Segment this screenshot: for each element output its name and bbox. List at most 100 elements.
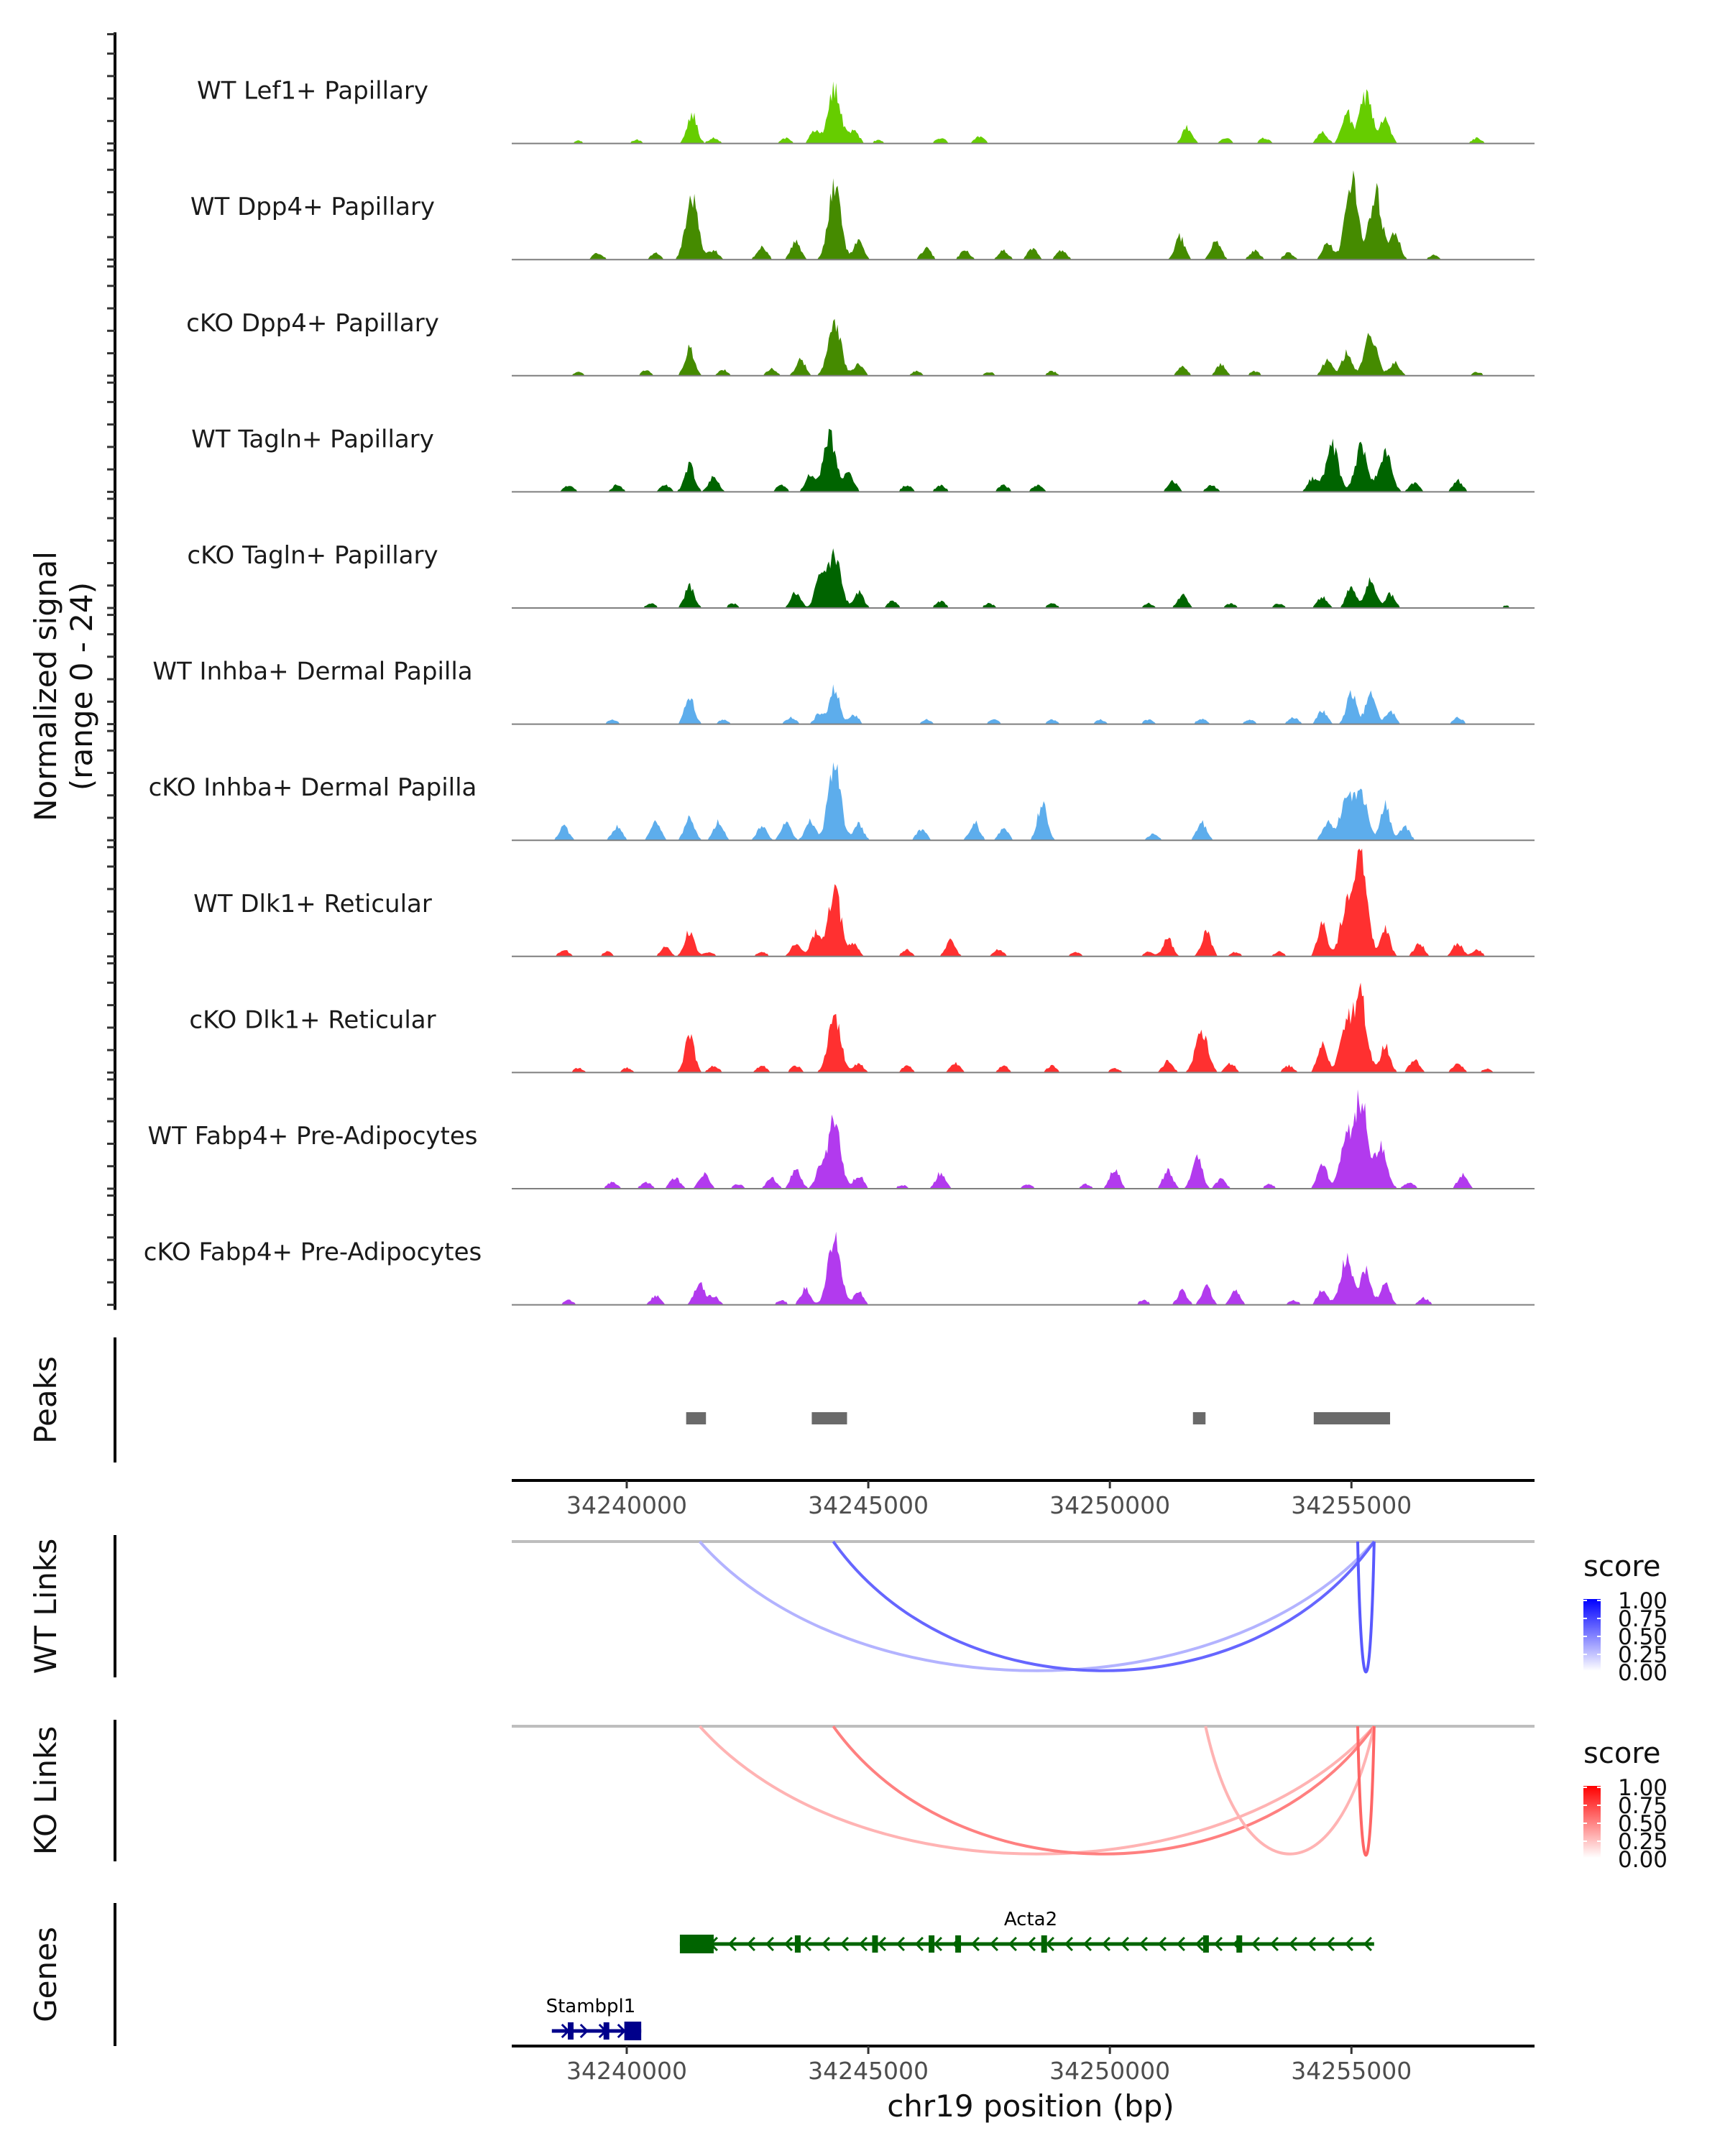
legend-tick-label: 0.75 xyxy=(1618,1793,1668,1819)
y-axis-title-line2: (range 0 - 24) xyxy=(64,582,99,791)
legend-tick-label: 0.50 xyxy=(1618,1811,1668,1837)
strand-arrow-icon xyxy=(1325,1936,1335,1952)
ko-links-panel-label: KO Links xyxy=(28,1726,63,1856)
track-label: WT Inhba+ Dermal Papilla xyxy=(152,658,472,686)
gene-name-label: Acta2 xyxy=(1004,1909,1057,1930)
y-axis-title-line1: Normalized signal xyxy=(28,551,63,821)
gene-exon xyxy=(567,2022,574,2040)
wt-links-panel xyxy=(512,1540,1535,1674)
track-label: cKO Fabp4+ Pre-Adipocytes xyxy=(144,1238,482,1267)
track-cko-dlk1-reticular: cKO Dlk1+ Reticular xyxy=(107,962,1535,1074)
x-axis-title: chr19 position (bp) xyxy=(887,2088,1174,2124)
peak-region xyxy=(811,1412,847,1424)
x-axis-peaks: 34240000 34245000 34250000 34255000 xyxy=(512,1479,1535,1519)
links-tracks xyxy=(512,1540,1535,1857)
legend-tick-label: 1.00 xyxy=(1618,1588,1668,1614)
legend-title: score xyxy=(1583,1550,1660,1583)
strand-arrow-icon xyxy=(1363,1936,1372,1952)
gene-exon xyxy=(1041,1935,1047,1953)
score-legend: score 1.000.750.500.250.00 xyxy=(1583,1550,1668,1686)
strand-arrow-icon xyxy=(840,1936,849,1952)
gene-exon xyxy=(624,2022,642,2040)
strand-arrow-icon xyxy=(1213,1936,1223,1952)
y-axis-title: Normalized signal (range 0 - 24) xyxy=(28,551,99,821)
x-tick-label: 34245000 xyxy=(808,2057,929,2085)
strand-arrow-icon xyxy=(858,1936,868,1952)
strand-arrow-icon xyxy=(1082,1936,1092,1952)
track-label: cKO Inhba+ Dermal Papilla xyxy=(149,773,477,802)
strand-arrow-icon xyxy=(1157,1936,1167,1952)
track-label: WT Lef1+ Papillary xyxy=(197,77,428,106)
legend-tick-label: 0.25 xyxy=(1618,1642,1668,1668)
legend-tick-label: 0.50 xyxy=(1618,1624,1668,1650)
wt-links-panel-label: WT Links xyxy=(28,1539,63,1674)
peak-region xyxy=(1313,1412,1391,1424)
signal-area xyxy=(512,848,1535,957)
link-arc xyxy=(698,1725,1376,1856)
track-wt-dlk1-reticular: WT Dlk1+ Reticular xyxy=(107,846,1535,958)
strand-arrow-icon xyxy=(1008,1936,1017,1952)
strand-arrow-icon xyxy=(896,1936,905,1952)
link-arc xyxy=(698,1540,1376,1672)
strand-arrow-icon xyxy=(765,1936,774,1952)
strand-arrow-icon xyxy=(1195,1936,1204,1952)
x-tick-label: 34255000 xyxy=(1291,2057,1412,2085)
signal-tracks: WT Lef1+ Papillary WT Dpp4+ Papillary cKO … xyxy=(107,32,1535,1310)
genes-track: Acta2 Stambpl1 xyxy=(546,1909,1374,2040)
strand-arrow-icon xyxy=(914,1936,924,1952)
track-wt-fabp4-pre-adipocytes: WT Fabp4+ Pre-Adipocytes xyxy=(107,1078,1535,1190)
track-label: WT Tagln+ Papillary xyxy=(191,425,434,453)
strand-arrow-icon xyxy=(1120,1936,1129,1952)
signal-area xyxy=(512,428,1535,492)
strand-arrow-icon xyxy=(1101,1936,1110,1952)
gene-exon xyxy=(872,1935,878,1953)
legend-tick-label: 0.00 xyxy=(1618,1847,1668,1873)
strand-arrow-icon xyxy=(1045,1936,1054,1952)
track-wt-dpp4-papillary: WT Dpp4+ Papillary xyxy=(107,149,1535,261)
link-arc xyxy=(1356,1541,1376,1674)
signal-area xyxy=(512,81,1535,144)
peak-region xyxy=(686,1412,707,1424)
strand-arrow-icon xyxy=(1269,1936,1279,1952)
strand-arrow-icon xyxy=(933,1936,942,1952)
gene-exon xyxy=(1202,1935,1209,1953)
strand-arrow-icon xyxy=(1251,1936,1260,1952)
legend-tick-label: 0.25 xyxy=(1618,1829,1668,1855)
legend-tick-label: 1.00 xyxy=(1618,1775,1668,1801)
strand-arrow-icon xyxy=(783,1936,793,1952)
signal-area xyxy=(512,1089,1535,1189)
gene-stambpl1: Stambpl1 xyxy=(546,1996,642,2040)
track-label: WT Dpp4+ Papillary xyxy=(190,193,435,221)
legend-title: score xyxy=(1583,1737,1660,1770)
peaks-track: Peaks WT Links KO Links Genes xyxy=(28,1337,1391,2046)
link-arc xyxy=(832,1540,1376,1672)
gene-exon xyxy=(929,1935,935,1953)
strand-arrow-icon xyxy=(1307,1936,1316,1952)
link-arc xyxy=(1356,1726,1376,1857)
signal-area xyxy=(512,684,1535,724)
track-label: WT Fabp4+ Pre-Adipocytes xyxy=(148,1122,478,1151)
signal-area xyxy=(512,318,1535,376)
x-tick-label: 34240000 xyxy=(566,2057,687,2085)
track-label: WT Dlk1+ Reticular xyxy=(193,890,432,918)
gene-name-label: Stambpl1 xyxy=(546,1996,636,2017)
strand-arrow-icon xyxy=(727,1936,737,1952)
strand-arrow-icon xyxy=(746,1936,755,1952)
track-cko-inhba-dermal-papilla: cKO Inhba+ Dermal Papilla xyxy=(107,729,1535,842)
track-label: cKO Dpp4+ Papillary xyxy=(186,309,439,338)
score-legends: score1.000.750.500.250.00score1.000.750.… xyxy=(1583,1550,1668,1873)
legend-colorbar xyxy=(1583,1786,1601,1858)
track-label: cKO Tagln+ Papillary xyxy=(187,541,438,570)
x-tick-label: 34245000 xyxy=(808,1491,929,1519)
signal-area xyxy=(512,170,1535,260)
strand-arrow-icon xyxy=(1026,1936,1036,1952)
gene-exon xyxy=(1236,1935,1243,1953)
strand-arrow-icon xyxy=(970,1936,980,1952)
x-axis-genes: 34240000 34245000 34250000 34255000 xyxy=(512,2045,1535,2085)
signal-area xyxy=(512,982,1535,1073)
link-arc xyxy=(1204,1726,1376,1856)
track-wt-tagln-papillary: WT Tagln+ Papillary xyxy=(107,381,1535,493)
gene-acta2: Acta2 xyxy=(679,1909,1374,1953)
score-legend: score 1.000.750.500.250.00 xyxy=(1583,1737,1668,1873)
legend-tick-label: 0.75 xyxy=(1618,1606,1668,1632)
